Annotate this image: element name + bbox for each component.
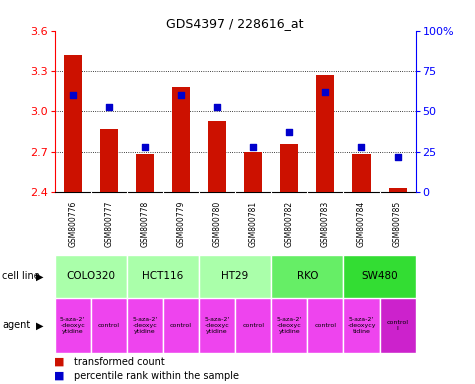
Text: 5-aza-2'
-deoxyc
ytidine: 5-aza-2' -deoxyc ytidine [132,317,158,334]
Bar [316,75,334,192]
Bar [244,152,262,192]
Title: GDS4397 / 228616_at: GDS4397 / 228616_at [166,17,304,30]
Text: ▶: ▶ [36,271,43,281]
Text: GSM800781: GSM800781 [249,200,257,247]
Bar [280,144,298,192]
Text: 5-aza-2'
-deoxyc
ytidine: 5-aza-2' -deoxyc ytidine [60,317,86,334]
Bar [343,298,380,353]
Point [213,103,221,109]
Point [69,92,76,98]
Point [141,144,149,150]
Bar [100,129,118,192]
Bar [172,87,190,192]
Bar [55,255,127,298]
Text: HT29: HT29 [221,271,249,281]
Bar [389,188,407,192]
Text: ▶: ▶ [36,320,43,331]
Bar [64,55,82,192]
Text: GSM800778: GSM800778 [141,200,149,247]
Point [105,103,113,109]
Text: control: control [170,323,192,328]
Point [249,144,257,150]
Bar [163,298,199,353]
Text: control: control [314,323,336,328]
Text: 5-aza-2'
-deoxyc
ytidine: 5-aza-2' -deoxyc ytidine [204,317,230,334]
Point [322,89,329,95]
Text: cell line: cell line [2,271,40,281]
Point [394,154,401,160]
Bar [380,298,416,353]
Text: control
l: control l [387,320,408,331]
Text: GSM800777: GSM800777 [104,200,113,247]
Text: GSM800776: GSM800776 [68,200,77,247]
Text: GSM800783: GSM800783 [321,200,330,247]
Text: GSM800782: GSM800782 [285,200,294,247]
Text: COLO320: COLO320 [66,271,115,281]
Text: GSM800779: GSM800779 [177,200,185,247]
Text: ■: ■ [54,357,65,367]
Bar [127,255,199,298]
Bar [199,255,271,298]
Bar [127,298,163,353]
Text: GSM800785: GSM800785 [393,200,402,247]
Text: agent: agent [2,320,30,331]
Bar [343,255,416,298]
Bar [199,298,235,353]
Bar [271,255,343,298]
Text: percentile rank within the sample: percentile rank within the sample [74,371,238,381]
Text: RKO: RKO [296,271,318,281]
Bar [55,298,91,353]
Text: GSM800780: GSM800780 [213,200,221,247]
Point [358,144,365,150]
Text: control: control [98,323,120,328]
Text: 5-aza-2'
-deoxycy
tidine: 5-aza-2' -deoxycy tidine [347,317,376,334]
Bar [91,298,127,353]
Bar [271,298,307,353]
Point [285,129,293,136]
Bar [136,154,154,192]
Text: ■: ■ [54,371,65,381]
Bar [235,298,271,353]
Text: GSM800784: GSM800784 [357,200,366,247]
Text: control: control [242,323,264,328]
Bar [307,298,343,353]
Bar [208,121,226,192]
Text: HCT116: HCT116 [142,271,183,281]
Point [177,92,185,98]
Bar [352,154,370,192]
Text: 5-aza-2'
-deoxyc
ytidine: 5-aza-2' -deoxyc ytidine [276,317,302,334]
Text: transformed count: transformed count [74,357,164,367]
Text: SW480: SW480 [361,271,398,281]
